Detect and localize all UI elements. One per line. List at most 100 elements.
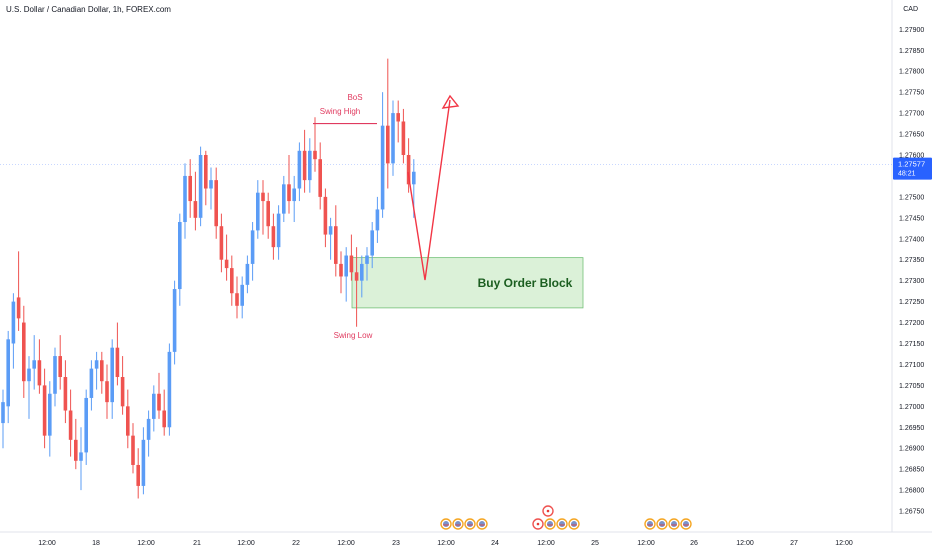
candle-body[interactable]: [188, 175, 192, 202]
candle-body[interactable]: [79, 452, 83, 461]
y-tick-label: 1.27300: [899, 278, 924, 285]
candle-body[interactable]: [6, 339, 10, 407]
candle-body[interactable]: [271, 226, 276, 248]
candle-body[interactable]: [1, 402, 5, 424]
candle-body[interactable]: [193, 201, 198, 218]
order-block-label: Buy Order Block: [478, 276, 573, 290]
candle-body[interactable]: [412, 171, 416, 185]
candle-body[interactable]: [401, 121, 406, 155]
candle-body[interactable]: [261, 192, 265, 202]
x-tick-label: 23: [392, 540, 400, 547]
candle-body[interactable]: [344, 255, 348, 277]
candle-body[interactable]: [318, 159, 322, 197]
candle-body[interactable]: [152, 393, 156, 419]
candle-body[interactable]: [48, 393, 52, 436]
candle-body[interactable]: [287, 184, 291, 202]
candle-body[interactable]: [162, 410, 166, 428]
candle-body[interactable]: [349, 255, 354, 273]
candle-body[interactable]: [256, 192, 260, 231]
candle-body[interactable]: [224, 259, 229, 269]
candle-body[interactable]: [235, 293, 239, 306]
candle-body[interactable]: [115, 347, 120, 378]
candle-body[interactable]: [89, 368, 94, 398]
candle-body[interactable]: [240, 284, 244, 306]
candle-body[interactable]: [37, 360, 42, 386]
candle-body[interactable]: [100, 360, 104, 382]
candle-body[interactable]: [354, 272, 359, 281]
candle-body[interactable]: [178, 222, 182, 290]
candle-body[interactable]: [136, 464, 140, 486]
candle-body[interactable]: [204, 154, 208, 189]
candle-body[interactable]: [339, 263, 343, 277]
candle-body[interactable]: [302, 150, 307, 181]
candle-body[interactable]: [68, 410, 73, 440]
candle-body[interactable]: [219, 226, 224, 260]
candle-body[interactable]: [110, 347, 114, 403]
event-marker-flag: [683, 521, 689, 527]
candle-body[interactable]: [32, 360, 36, 369]
candle-body[interactable]: [74, 439, 78, 461]
projection-arrow-path: [407, 99, 451, 281]
candle-body[interactable]: [370, 230, 374, 256]
candle-body[interactable]: [282, 184, 286, 214]
candle-body[interactable]: [334, 226, 338, 264]
chart-title: U.S. Dollar / Canadian Dollar, 1h, FOREX…: [6, 5, 171, 14]
candle-body[interactable]: [157, 393, 161, 411]
candle-body[interactable]: [245, 263, 250, 285]
x-tick-label: 12:00: [437, 540, 455, 547]
x-tick-label: 27: [790, 540, 798, 547]
candle-body[interactable]: [276, 213, 281, 248]
candle-body[interactable]: [42, 385, 47, 436]
candle-body[interactable]: [386, 125, 390, 164]
candle-body[interactable]: [375, 209, 380, 231]
y-tick-label: 1.27600: [899, 152, 924, 159]
candle-body[interactable]: [198, 154, 203, 218]
event-marker-leaf: [546, 509, 550, 513]
x-tick-label: 25: [591, 540, 599, 547]
candle-body[interactable]: [120, 377, 125, 407]
event-marker-flag: [443, 521, 449, 527]
buy-order-block[interactable]: [351, 257, 584, 309]
candle-body[interactable]: [391, 113, 395, 164]
candle-body[interactable]: [105, 381, 109, 403]
candle-body[interactable]: [406, 154, 411, 185]
candle-body[interactable]: [131, 435, 135, 465]
y-tick-label: 1.27350: [899, 257, 924, 264]
candle-body[interactable]: [250, 230, 255, 264]
candle-body[interactable]: [323, 196, 328, 235]
y-tick-label: 1.27250: [899, 299, 924, 306]
candle-body[interactable]: [84, 397, 88, 453]
candle-body[interactable]: [94, 360, 99, 369]
candle-body[interactable]: [365, 255, 369, 264]
candle-body[interactable]: [126, 406, 130, 436]
candle-body[interactable]: [230, 268, 234, 294]
candle-body[interactable]: [58, 356, 62, 378]
candle-body[interactable]: [172, 289, 177, 352]
candle-body[interactable]: [308, 150, 312, 181]
candle-body[interactable]: [313, 150, 317, 160]
y-tick-label: 1.27900: [899, 27, 924, 34]
candle-body[interactable]: [380, 125, 385, 210]
candle-body[interactable]: [11, 301, 16, 344]
candle-body[interactable]: [27, 368, 31, 382]
candle-body[interactable]: [141, 439, 146, 486]
candle-body[interactable]: [22, 322, 26, 382]
candle-body[interactable]: [328, 226, 333, 235]
candle-body[interactable]: [16, 297, 21, 319]
candle-body[interactable]: [63, 377, 68, 411]
candle-body[interactable]: [396, 113, 400, 122]
candle-body[interactable]: [53, 356, 57, 394]
y-tick-label: 1.27800: [899, 69, 924, 76]
candle-body[interactable]: [266, 201, 270, 227]
candle-body[interactable]: [297, 150, 302, 189]
candle-body[interactable]: [209, 180, 213, 189]
candle-body[interactable]: [183, 175, 187, 223]
candle-body[interactable]: [146, 418, 151, 440]
candle-body[interactable]: [360, 263, 364, 281]
event-marker-flag: [547, 521, 553, 527]
event-marker-leaf: [536, 522, 540, 526]
candle-body[interactable]: [214, 180, 218, 227]
candle-body[interactable]: [292, 188, 296, 202]
candle-body[interactable]: [167, 351, 172, 428]
